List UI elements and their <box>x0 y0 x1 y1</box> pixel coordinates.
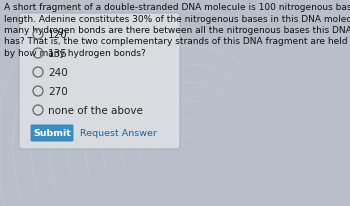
Text: 270: 270 <box>48 87 68 97</box>
Text: 240: 240 <box>48 68 68 78</box>
Text: 135: 135 <box>48 49 68 59</box>
Text: length. Adenine constitutes 30% of the nitrogenous bases in this DNA molecule. H: length. Adenine constitutes 30% of the n… <box>4 14 350 23</box>
FancyBboxPatch shape <box>19 14 180 149</box>
FancyBboxPatch shape <box>30 125 74 142</box>
Text: Submit: Submit <box>33 129 71 138</box>
Text: 120: 120 <box>48 30 68 40</box>
Text: A short fragment of a double-stranded DNA molecule is 100 nitrogenous base pairs: A short fragment of a double-stranded DN… <box>4 3 350 12</box>
Text: none of the above: none of the above <box>48 105 143 115</box>
Text: Request Answer: Request Answer <box>80 129 157 138</box>
Text: many hydrogen bonds are there between all the nitrogenous bases this DNA fragmen: many hydrogen bonds are there between al… <box>4 26 350 35</box>
Text: has? That is, the two complementary strands of this DNA fragment are held togeth: has? That is, the two complementary stra… <box>4 37 350 46</box>
Text: by how many hydrogen bonds?: by how many hydrogen bonds? <box>4 49 146 58</box>
